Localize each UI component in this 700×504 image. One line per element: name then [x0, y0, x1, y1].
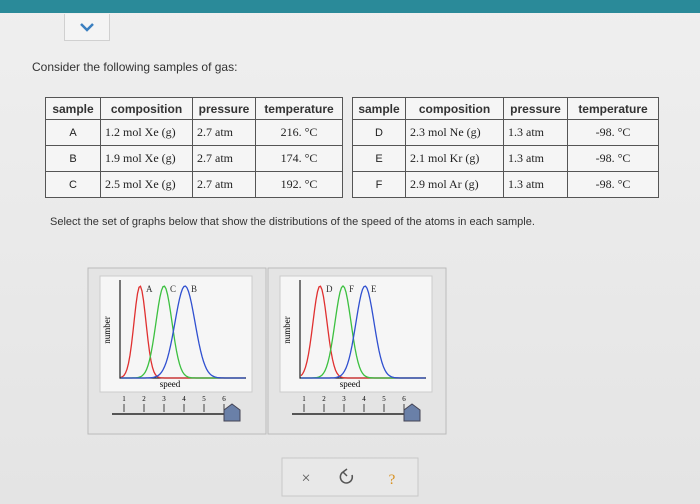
slider-tick-label: 3 [162, 395, 166, 403]
slider-tick-label: 5 [202, 395, 206, 403]
column-header: temperature [567, 97, 659, 120]
curve-label: B [191, 284, 197, 294]
slider-handle[interactable] [223, 403, 241, 422]
curve-label: A [146, 284, 153, 294]
header-row: sample composition pressure temperature [45, 97, 343, 120]
table-cell: F [352, 171, 406, 198]
table-cell: 1.3 atm [503, 119, 568, 146]
table-cell: 2.7 atm [192, 171, 256, 198]
table-row: C 2.5 mol Xe (g) 2.7 atm 192. °C [45, 171, 343, 198]
distribution-curve [121, 285, 246, 379]
slider-tick-label: 6 [402, 395, 406, 403]
table-row: F 2.9 mol Ar (g) 1.3 atm -98. °C [352, 171, 659, 198]
table-cell: 1.2 mol Xe (g) [100, 119, 193, 146]
table-cell: 2.5 mol Xe (g) [100, 171, 193, 198]
instruction: Select the set of graphs below that show… [50, 216, 535, 228]
column-header: temperature [255, 97, 343, 120]
table-cell: 1.9 mol Xe (g) [100, 145, 193, 172]
slider-tick-label: 6 [222, 395, 226, 403]
table-cell: -98. °C [567, 171, 659, 198]
table-cell: 2.7 atm [192, 145, 256, 172]
table-cell: -98. °C [567, 145, 659, 172]
column-header: composition [100, 97, 193, 120]
collapse-tab[interactable] [64, 14, 110, 41]
table-cell: 2.7 atm [192, 119, 256, 146]
data-table: sample composition pressure temperature A 1.2… [45, 97, 343, 198]
y-axis-label: number [102, 316, 112, 344]
table-row: E 2.1 mol Kr (g) 1.3 atm -98. °C [352, 145, 659, 172]
slider-tick-label: 4 [362, 395, 366, 403]
table-cell: 174. °C [255, 145, 343, 172]
column-header: pressure [503, 97, 568, 120]
table-row: A 1.2 mol Xe (g) 2.7 atm 216. °C [45, 119, 343, 146]
table-row: D 2.3 mol Ne (g) 1.3 atm -98. °C [352, 119, 659, 146]
top-bar [0, 0, 700, 13]
slider-tick-label: 2 [322, 395, 326, 403]
slider-tick-label: 5 [382, 395, 386, 403]
curve-label: C [170, 284, 176, 294]
slider-tick-label: 1 [122, 395, 126, 403]
table-cell: 1.3 atm [503, 145, 568, 172]
table-cell: 2.1 mol Kr (g) [405, 145, 504, 172]
curve-label: F [349, 284, 354, 294]
table-cell: A [45, 119, 101, 146]
slider-tick-label: 3 [342, 395, 346, 403]
table-cell: D [352, 119, 406, 146]
column-header: composition [405, 97, 504, 120]
table-cell: E [352, 145, 406, 172]
help-button[interactable]: ? [389, 472, 396, 488]
column-header: sample [45, 97, 101, 120]
table-row: B 1.9 mol Xe (g) 2.7 atm 174. °C [45, 145, 343, 172]
table-cell: -98. °C [567, 119, 659, 146]
slider-tick-label: 4 [182, 395, 186, 403]
column-header: sample [352, 97, 406, 120]
plot-box [279, 275, 433, 393]
header-row: sample composition pressure temperature [352, 97, 659, 120]
table-cell: 2.3 mol Ne (g) [405, 119, 504, 146]
table-cell: 2.9 mol Ar (g) [405, 171, 504, 198]
slider-tick-label: 2 [142, 395, 146, 403]
undo-button[interactable] [339, 468, 354, 484]
table-cell: 192. °C [255, 171, 343, 198]
x-axis-label: speed [340, 379, 361, 389]
y-axis-label: number [282, 316, 292, 344]
distribution-curve [301, 285, 426, 379]
table-cell: C [45, 171, 101, 198]
curve-label: E [371, 284, 377, 294]
clear-button[interactable]: × [301, 470, 310, 487]
x-axis-label: speed [160, 379, 181, 389]
column-header: pressure [192, 97, 256, 120]
prompt: Consider the following samples of gas: [32, 60, 238, 74]
button-bar [281, 457, 419, 497]
table-cell: 1.3 atm [503, 171, 568, 198]
chevron [80, 23, 94, 32]
slider-handle[interactable] [403, 403, 421, 422]
table-cell: 216. °C [255, 119, 343, 146]
table-cell: B [45, 145, 101, 172]
slider-tick-label: 1 [302, 395, 306, 403]
data-table: sample composition pressure temperature D 2.3… [352, 97, 659, 198]
curve-label: D [326, 284, 333, 294]
